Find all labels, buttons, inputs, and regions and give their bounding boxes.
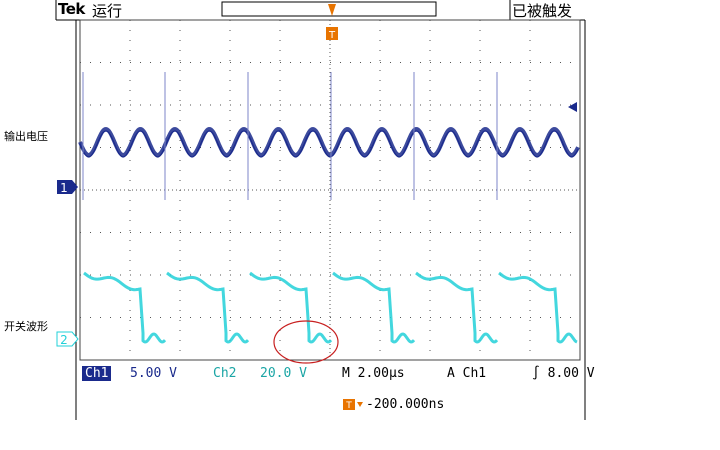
- ch2-trace-segment: [498, 271, 578, 344]
- trigger-status: 已被触发: [512, 2, 573, 20]
- trigger-level-arrow-icon: [568, 102, 577, 112]
- record-length-bar: [221, 1, 437, 17]
- ch1-marker-text: 1: [60, 181, 68, 195]
- graticule-grid: [80, 20, 580, 360]
- ch1-trace: [78, 126, 580, 158]
- ch1-ground-marker: [57, 180, 78, 194]
- ch1-trace-shadow: [79, 130, 579, 158]
- ch1-scale-value: 5.00 V: [130, 366, 177, 381]
- ch2-channel-label: Ch2: [213, 366, 237, 381]
- trigger-pos-box: [343, 399, 355, 410]
- highlight-circle: [273, 320, 339, 364]
- ch2-trace-segment: [166, 271, 250, 344]
- trigger-position-marker: [326, 4, 338, 40]
- trigger-level-group: ∫ 8.00 V: [532, 366, 595, 381]
- trigger-pos-letter: T: [345, 401, 352, 411]
- ch1-channel-label: Ch1: [82, 366, 112, 381]
- timebase-value: M 2.00µs: [342, 366, 405, 381]
- trigger-arrow-icon: [328, 4, 336, 16]
- trigger-source: Ch1: [462, 366, 487, 381]
- ch2-trace-segment: [415, 271, 499, 344]
- ch2-ground-marker: [56, 331, 79, 347]
- ch2-description-label: 开关波形: [4, 320, 48, 333]
- trigger-pos-arrow-icon: [357, 402, 363, 407]
- ch2-trace-segment: [83, 271, 167, 344]
- ch1-waveform: [78, 72, 580, 200]
- ch2-waveform: [83, 271, 578, 344]
- trigger-mode: A: [447, 366, 455, 381]
- brand-logo: Tek: [58, 0, 85, 18]
- ch2-trace-segment: [249, 271, 333, 344]
- ch2-trace-segment: [332, 271, 416, 344]
- acquisition-state: 运行: [92, 2, 123, 20]
- trigger-marker-box: [326, 27, 338, 40]
- ch1-description-label: 输出电压: [4, 130, 48, 143]
- ch2-scale-value: 20.0 V: [260, 366, 307, 381]
- horizontal-position-value: -200.000ns: [366, 397, 445, 412]
- trigger-slope-icon: ∫: [532, 366, 540, 381]
- trigger-source-group: A Ch1: [447, 366, 486, 381]
- trigger-level-value: 8.00 V: [547, 366, 595, 381]
- ch2-marker-text: 2: [60, 333, 68, 347]
- trigger-marker-text: T: [328, 30, 336, 41]
